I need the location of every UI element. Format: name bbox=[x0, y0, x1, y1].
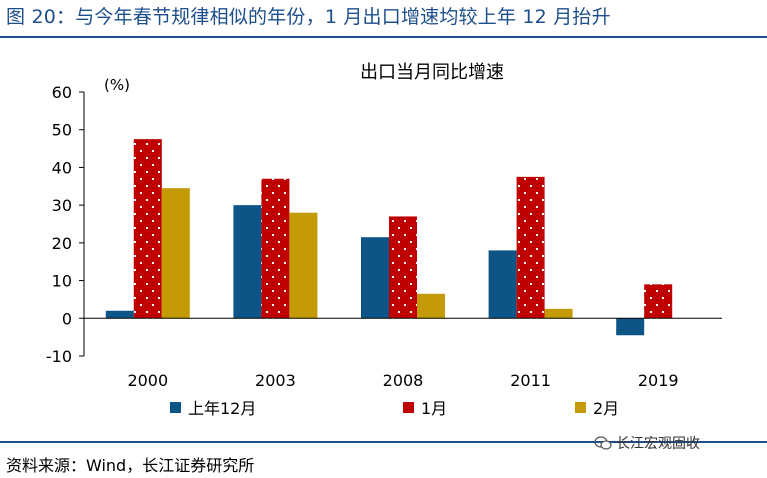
bar bbox=[361, 237, 389, 319]
bar bbox=[389, 216, 417, 319]
bar bbox=[105, 310, 134, 319]
bar bbox=[544, 308, 573, 319]
legend-label: 1月 bbox=[421, 399, 447, 418]
watermark-text: 长江宏观固收 bbox=[616, 436, 700, 452]
watermark: 长江宏观固收 bbox=[594, 433, 700, 453]
x-tick-label: 2008 bbox=[383, 371, 424, 390]
y-tick-label: 10 bbox=[52, 272, 72, 291]
x-tick-label: 2011 bbox=[510, 371, 551, 390]
legend-label: 上年12月 bbox=[188, 399, 256, 418]
bar-chart: 出口当月同比增速 (%) -10 0 10 20 30 40 50 60 2000 2003 20… bbox=[46, 62, 722, 418]
y-tick-label: 0 bbox=[62, 309, 72, 328]
figure-title: 图 20：与今年春节规律相似的年份，1 月出口增速均较上年 12 月抬升 bbox=[6, 6, 611, 28]
y-tick-label: 20 bbox=[52, 234, 72, 253]
y-tick-label: 30 bbox=[52, 196, 72, 215]
bar bbox=[516, 176, 545, 319]
y-tick-label: 50 bbox=[52, 121, 72, 140]
footer-rule bbox=[0, 441, 767, 443]
y-unit-label: (%) bbox=[104, 76, 130, 94]
y-tick-label: -10 bbox=[46, 347, 72, 366]
legend-label: 2月 bbox=[593, 399, 619, 418]
legend-swatch bbox=[575, 402, 586, 413]
bar bbox=[616, 318, 645, 336]
y-tick-label: 40 bbox=[52, 158, 72, 177]
source-note: 资料来源：Wind，长江证券研究所 bbox=[6, 456, 255, 475]
x-tick-label: 2003 bbox=[255, 371, 296, 390]
chart-title: 出口当月同比增速 bbox=[360, 62, 504, 83]
bar bbox=[133, 139, 162, 319]
legend-swatch bbox=[170, 402, 181, 413]
title-rule bbox=[0, 36, 767, 38]
wechat-icon bbox=[594, 436, 612, 450]
bar bbox=[233, 205, 262, 319]
bar bbox=[488, 250, 517, 319]
bar bbox=[261, 178, 290, 319]
bar bbox=[289, 212, 318, 319]
y-tick-label: 60 bbox=[52, 83, 72, 102]
x-tick-label: 2019 bbox=[638, 371, 679, 390]
bar bbox=[417, 293, 445, 319]
legend-swatch bbox=[403, 402, 414, 413]
bar bbox=[161, 188, 190, 319]
bar bbox=[644, 284, 673, 319]
x-tick-label: 2000 bbox=[127, 371, 168, 390]
